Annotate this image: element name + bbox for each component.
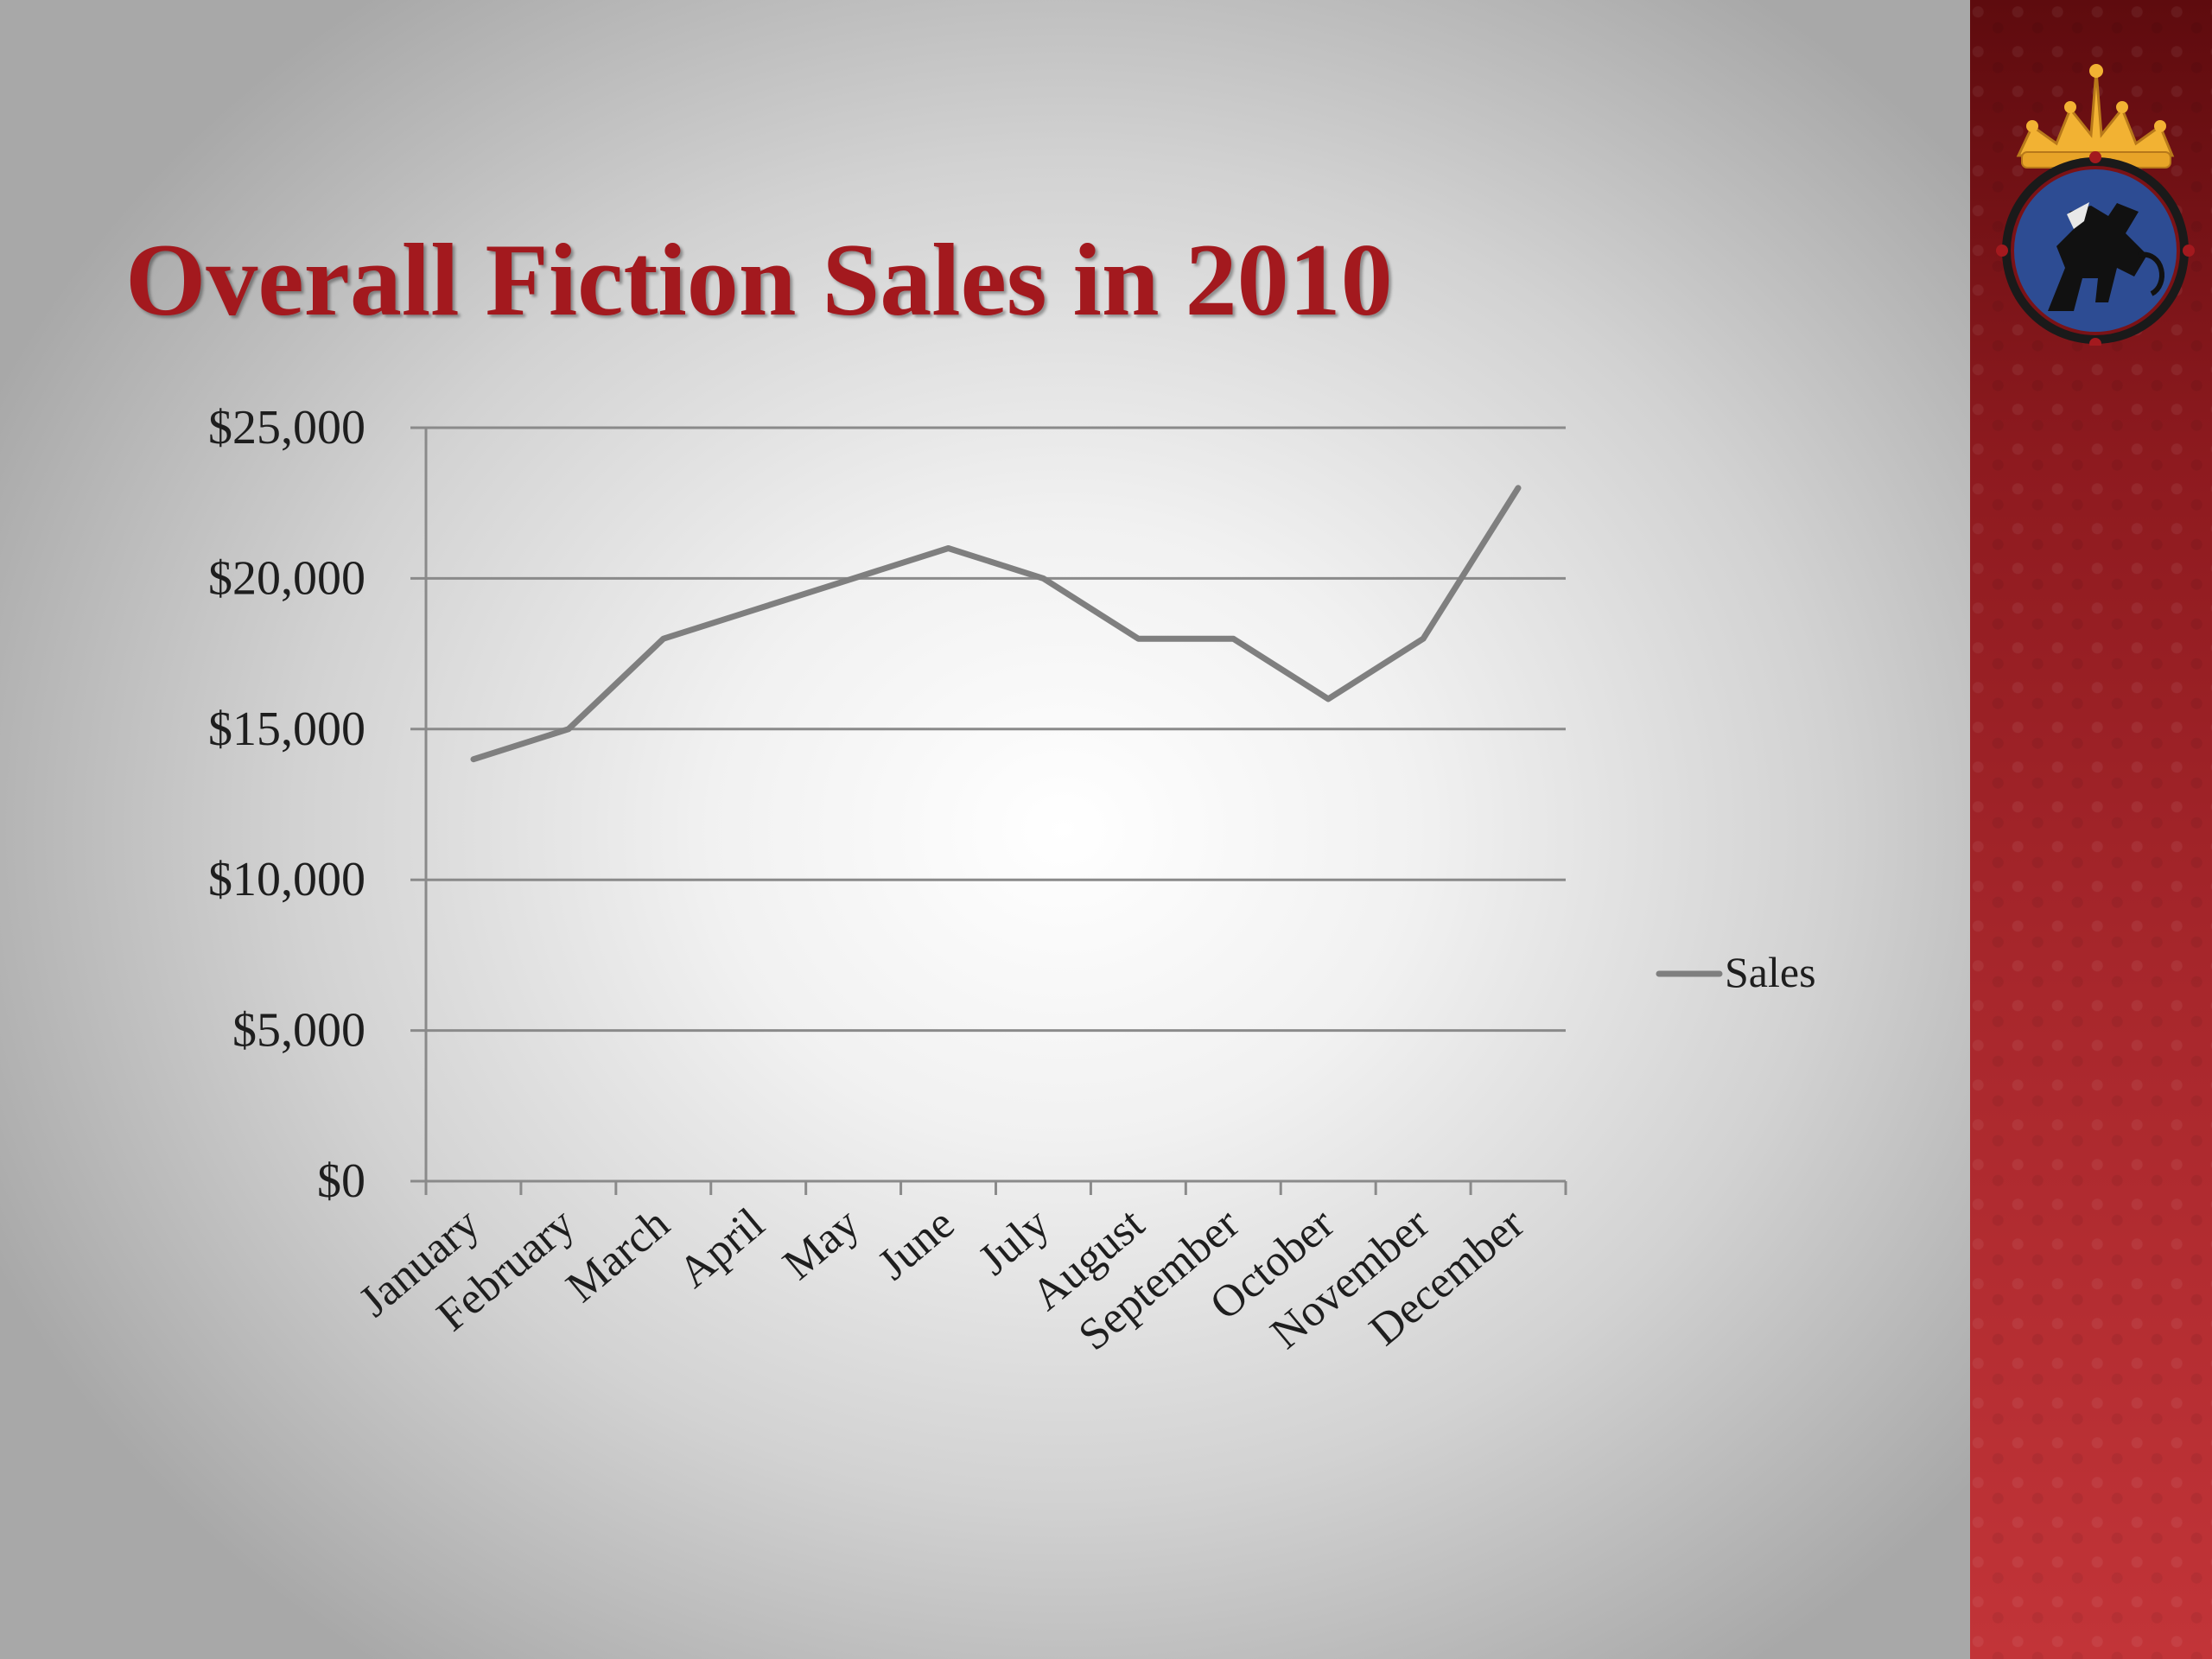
y-tick-label: $15,000	[208, 702, 365, 756]
x-tick-label: May	[774, 1199, 869, 1290]
legend: Sales	[1656, 948, 1816, 996]
y-tick-labels: $0 $5,000 $10,000 $15,000 $20,000 $25,000	[208, 401, 365, 1208]
series-line-sales	[470, 485, 1522, 763]
data-point	[567, 728, 570, 731]
data-point	[1041, 576, 1045, 580]
y-tick-label: $5,000	[232, 1004, 365, 1058]
x-tick-label: June	[869, 1199, 964, 1290]
x-tick-label: April	[670, 1199, 774, 1298]
data-point	[947, 547, 950, 550]
series-lines	[470, 485, 1522, 763]
y-tick-label: $25,000	[208, 401, 365, 454]
line-chart: $0 $5,000 $10,000 $15,000 $20,000 $25,000 Jan…	[208, 401, 1816, 1360]
axes	[410, 426, 1567, 1195]
data-point	[1136, 637, 1140, 640]
data-point	[1516, 486, 1520, 490]
x-tick-label: March	[557, 1199, 679, 1313]
data-point	[1326, 697, 1330, 701]
legend-label-sales: Sales	[1725, 948, 1816, 996]
y-tick-label: $10,000	[208, 853, 365, 906]
data-point	[1231, 637, 1235, 640]
gridlines	[426, 426, 1566, 1033]
data-point	[662, 637, 665, 640]
data-point	[852, 576, 855, 580]
data-point	[1421, 637, 1425, 640]
page-title: Overall Fiction Sales in 2010	[125, 222, 1393, 337]
y-tick-label: $0	[317, 1154, 365, 1208]
data-point	[757, 607, 760, 610]
data-point	[472, 758, 475, 761]
slide-background	[0, 0, 1970, 1659]
y-tick-label: $20,000	[208, 551, 365, 605]
crowned-griffin-emblem-icon	[1996, 64, 2195, 346]
